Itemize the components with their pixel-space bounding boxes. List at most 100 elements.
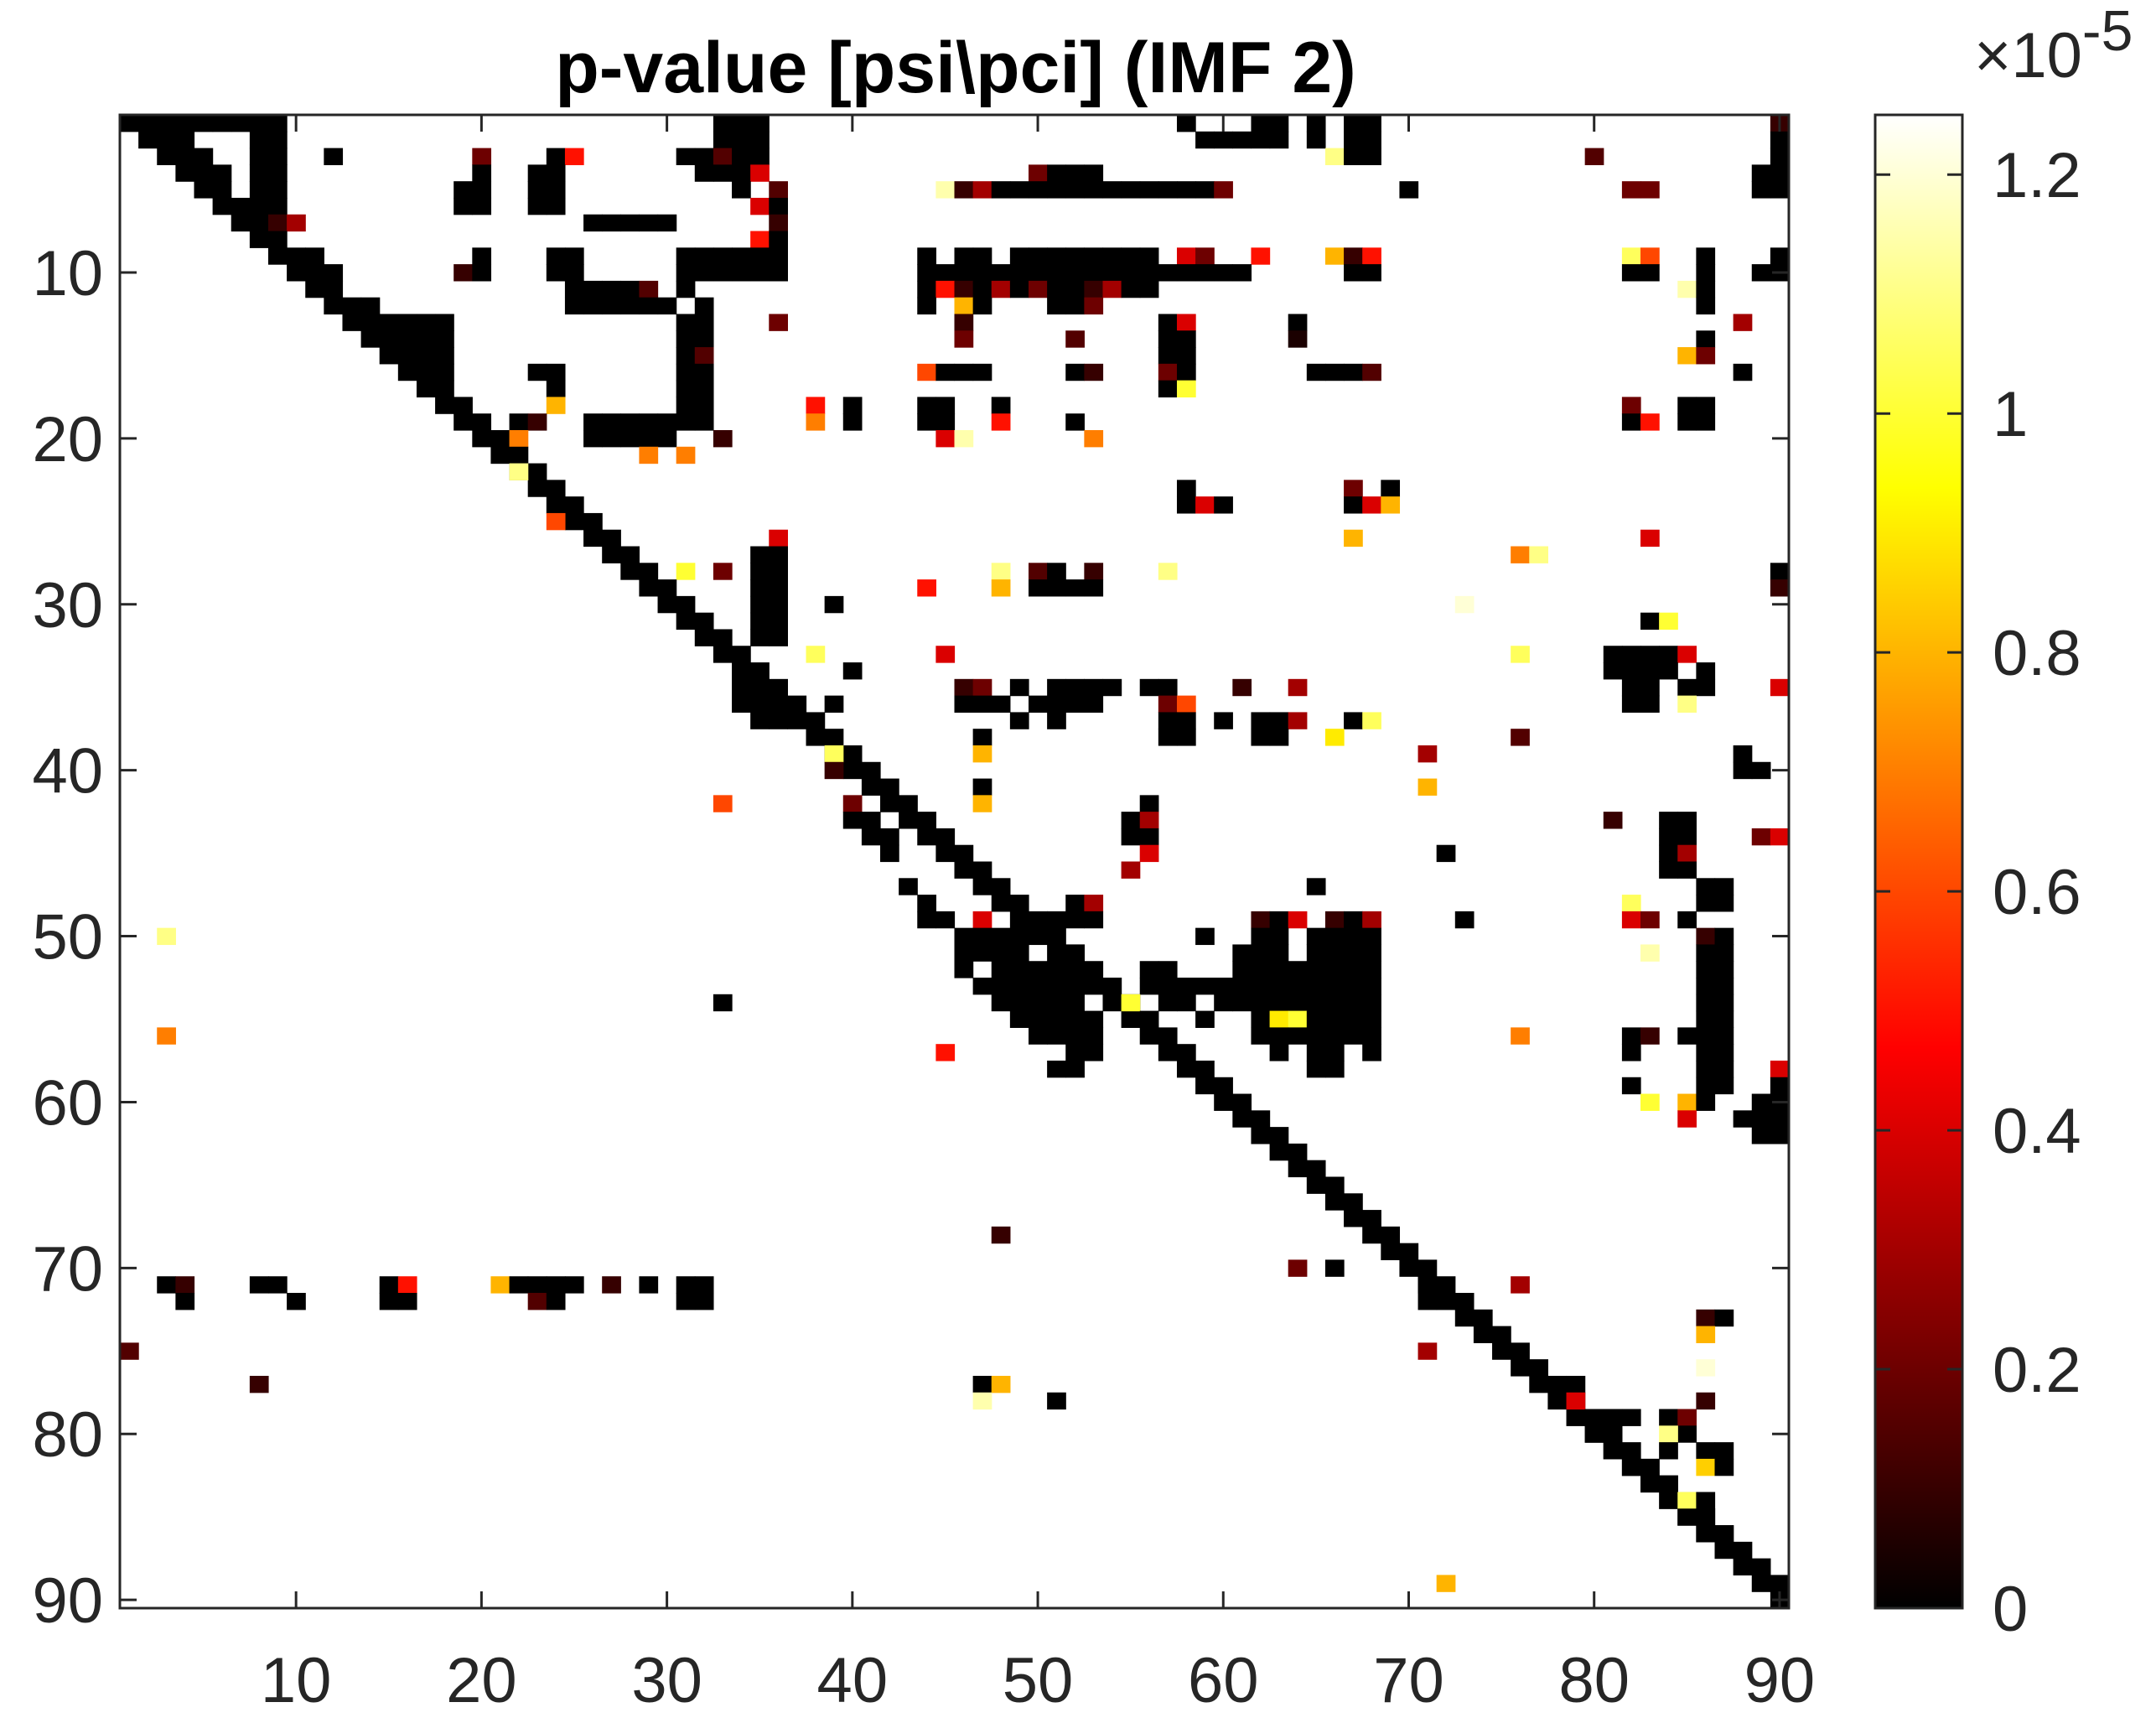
heatmap-cell: [1696, 878, 1716, 895]
heatmap-cell: [1214, 264, 1233, 282]
heatmap-cell: [991, 397, 1011, 414]
heatmap-cells: [120, 115, 1790, 1609]
heatmap-cell-diagonal: [899, 812, 918, 829]
heatmap-cell: [787, 695, 807, 713]
heatmap-cell: [1733, 314, 1753, 331]
heatmap-cell: [1640, 911, 1660, 929]
heatmap-cell: [509, 1276, 529, 1294]
heatmap-cell-diagonal: [212, 197, 232, 215]
heatmap-cell: [1028, 181, 1048, 199]
heatmap-cell: [472, 181, 492, 199]
heatmap-cell: [1214, 181, 1233, 199]
heatmap-cell: [305, 247, 324, 265]
heatmap-cell: [954, 280, 974, 298]
heatmap-cell: [1084, 429, 1104, 448]
heatmap-cell: [1603, 646, 1623, 663]
heatmap-cell-diagonal: [676, 612, 696, 631]
heatmap-cell: [1084, 247, 1104, 265]
heatmap-cell: [620, 413, 640, 431]
heatmap-cell: [287, 247, 306, 265]
heatmap-cell-diagonal: [583, 529, 603, 548]
heatmap-cell: [1714, 961, 1734, 978]
heatmap-cell-diagonal: [602, 546, 621, 563]
y-tick-label: 10: [32, 238, 103, 309]
x-tick-label: 70: [1373, 1645, 1444, 1716]
heatmap-cell-diagonal: [1436, 1293, 1456, 1310]
heatmap-cell: [972, 778, 992, 796]
heatmap-cell: [954, 927, 974, 946]
heatmap-cell: [732, 115, 751, 132]
heatmap-cell: [1511, 1276, 1530, 1294]
heatmap-cell: [1009, 927, 1029, 946]
heatmap-cell: [639, 214, 659, 232]
x-axis-ticks: 10 20 30 40 50 60 70 80 90: [261, 115, 1815, 1716]
heatmap-cell-diagonal: [564, 512, 584, 531]
heatmap-cell: [1306, 878, 1326, 895]
heatmap-cell: [546, 264, 566, 282]
heatmap-cell-diagonal: [490, 446, 510, 464]
heatmap-cell: [1176, 480, 1196, 497]
heatmap-cell: [120, 1342, 139, 1360]
heatmap-cell: [416, 330, 436, 348]
heatmap-cell: [1714, 895, 1734, 912]
heatmap-cell: [435, 380, 454, 398]
heatmap-cell: [1324, 1176, 1345, 1194]
heatmap-cell: [694, 297, 714, 315]
heatmap-cell: [1621, 413, 1641, 431]
heatmap-cell: [1251, 944, 1271, 962]
heatmap-cell: [1084, 579, 1104, 597]
heatmap-cell-diagonal: [231, 214, 251, 232]
heatmap-cell: [676, 347, 696, 365]
heatmap-cell: [1047, 164, 1066, 182]
heatmap-cell: [564, 1276, 584, 1294]
heatmap-cell: [1158, 994, 1178, 1012]
heatmap-cell: [1399, 181, 1419, 199]
heatmap-cell: [732, 695, 751, 713]
heatmap-cell: [1362, 1044, 1381, 1061]
heatmap-cell: [1158, 729, 1178, 746]
heatmap-cell: [750, 563, 770, 580]
heatmap-cell: [1511, 1342, 1530, 1360]
heatmap-cell: [1677, 1492, 1697, 1509]
heatmap-cell: [1195, 181, 1215, 199]
heatmap-cell: [1677, 812, 1697, 829]
heatmap-cell: [1640, 1475, 1660, 1493]
heatmap-cell: [861, 761, 881, 780]
heatmap-cell: [676, 264, 696, 282]
heatmap-cell: [1176, 247, 1196, 265]
heatmap-cell: [194, 148, 214, 165]
heatmap-cell: [657, 579, 677, 597]
heatmap-cell: [249, 115, 269, 132]
heatmap-cell: [954, 363, 974, 381]
heatmap-cell: [1640, 646, 1660, 663]
heatmap-cell: [546, 1276, 566, 1294]
heatmap-cell: [1306, 1044, 1326, 1061]
x-tick-label: 60: [1188, 1645, 1259, 1716]
heatmap-cell: [157, 131, 176, 149]
heatmap-cell: [917, 363, 936, 381]
heatmap-cell: [694, 264, 714, 282]
heatmap-cell: [1436, 1575, 1456, 1592]
heatmap-cell: [1195, 247, 1215, 265]
heatmap-cell: [1065, 330, 1085, 348]
heatmap-cell: [1195, 927, 1215, 946]
heatmap-cell: [1232, 961, 1252, 978]
heatmap-cell: [472, 247, 492, 265]
heatmap-cell-diagonal: [1176, 1060, 1196, 1078]
heatmap-cell: [583, 512, 603, 531]
heatmap-cell: [1344, 927, 1363, 946]
heatmap-cell: [1065, 1010, 1085, 1028]
heatmap-cell: [750, 148, 770, 165]
heatmap-cell: [1065, 1044, 1085, 1061]
heatmap-cell: [379, 1293, 399, 1310]
heatmap-cell: [1269, 911, 1289, 929]
heatmap-cell-diagonal: [435, 397, 454, 414]
heatmap-cell: [1288, 1027, 1308, 1045]
heatmap-cell: [1009, 1010, 1029, 1028]
heatmap-cell: [1288, 314, 1308, 331]
heatmap-cell: [1047, 1010, 1066, 1028]
heatmap-cell-diagonal: [305, 280, 324, 298]
heatmap-cell-diagonal: [769, 695, 788, 713]
heatmap-cell: [1176, 1044, 1196, 1061]
heatmap-cell: [639, 297, 659, 315]
